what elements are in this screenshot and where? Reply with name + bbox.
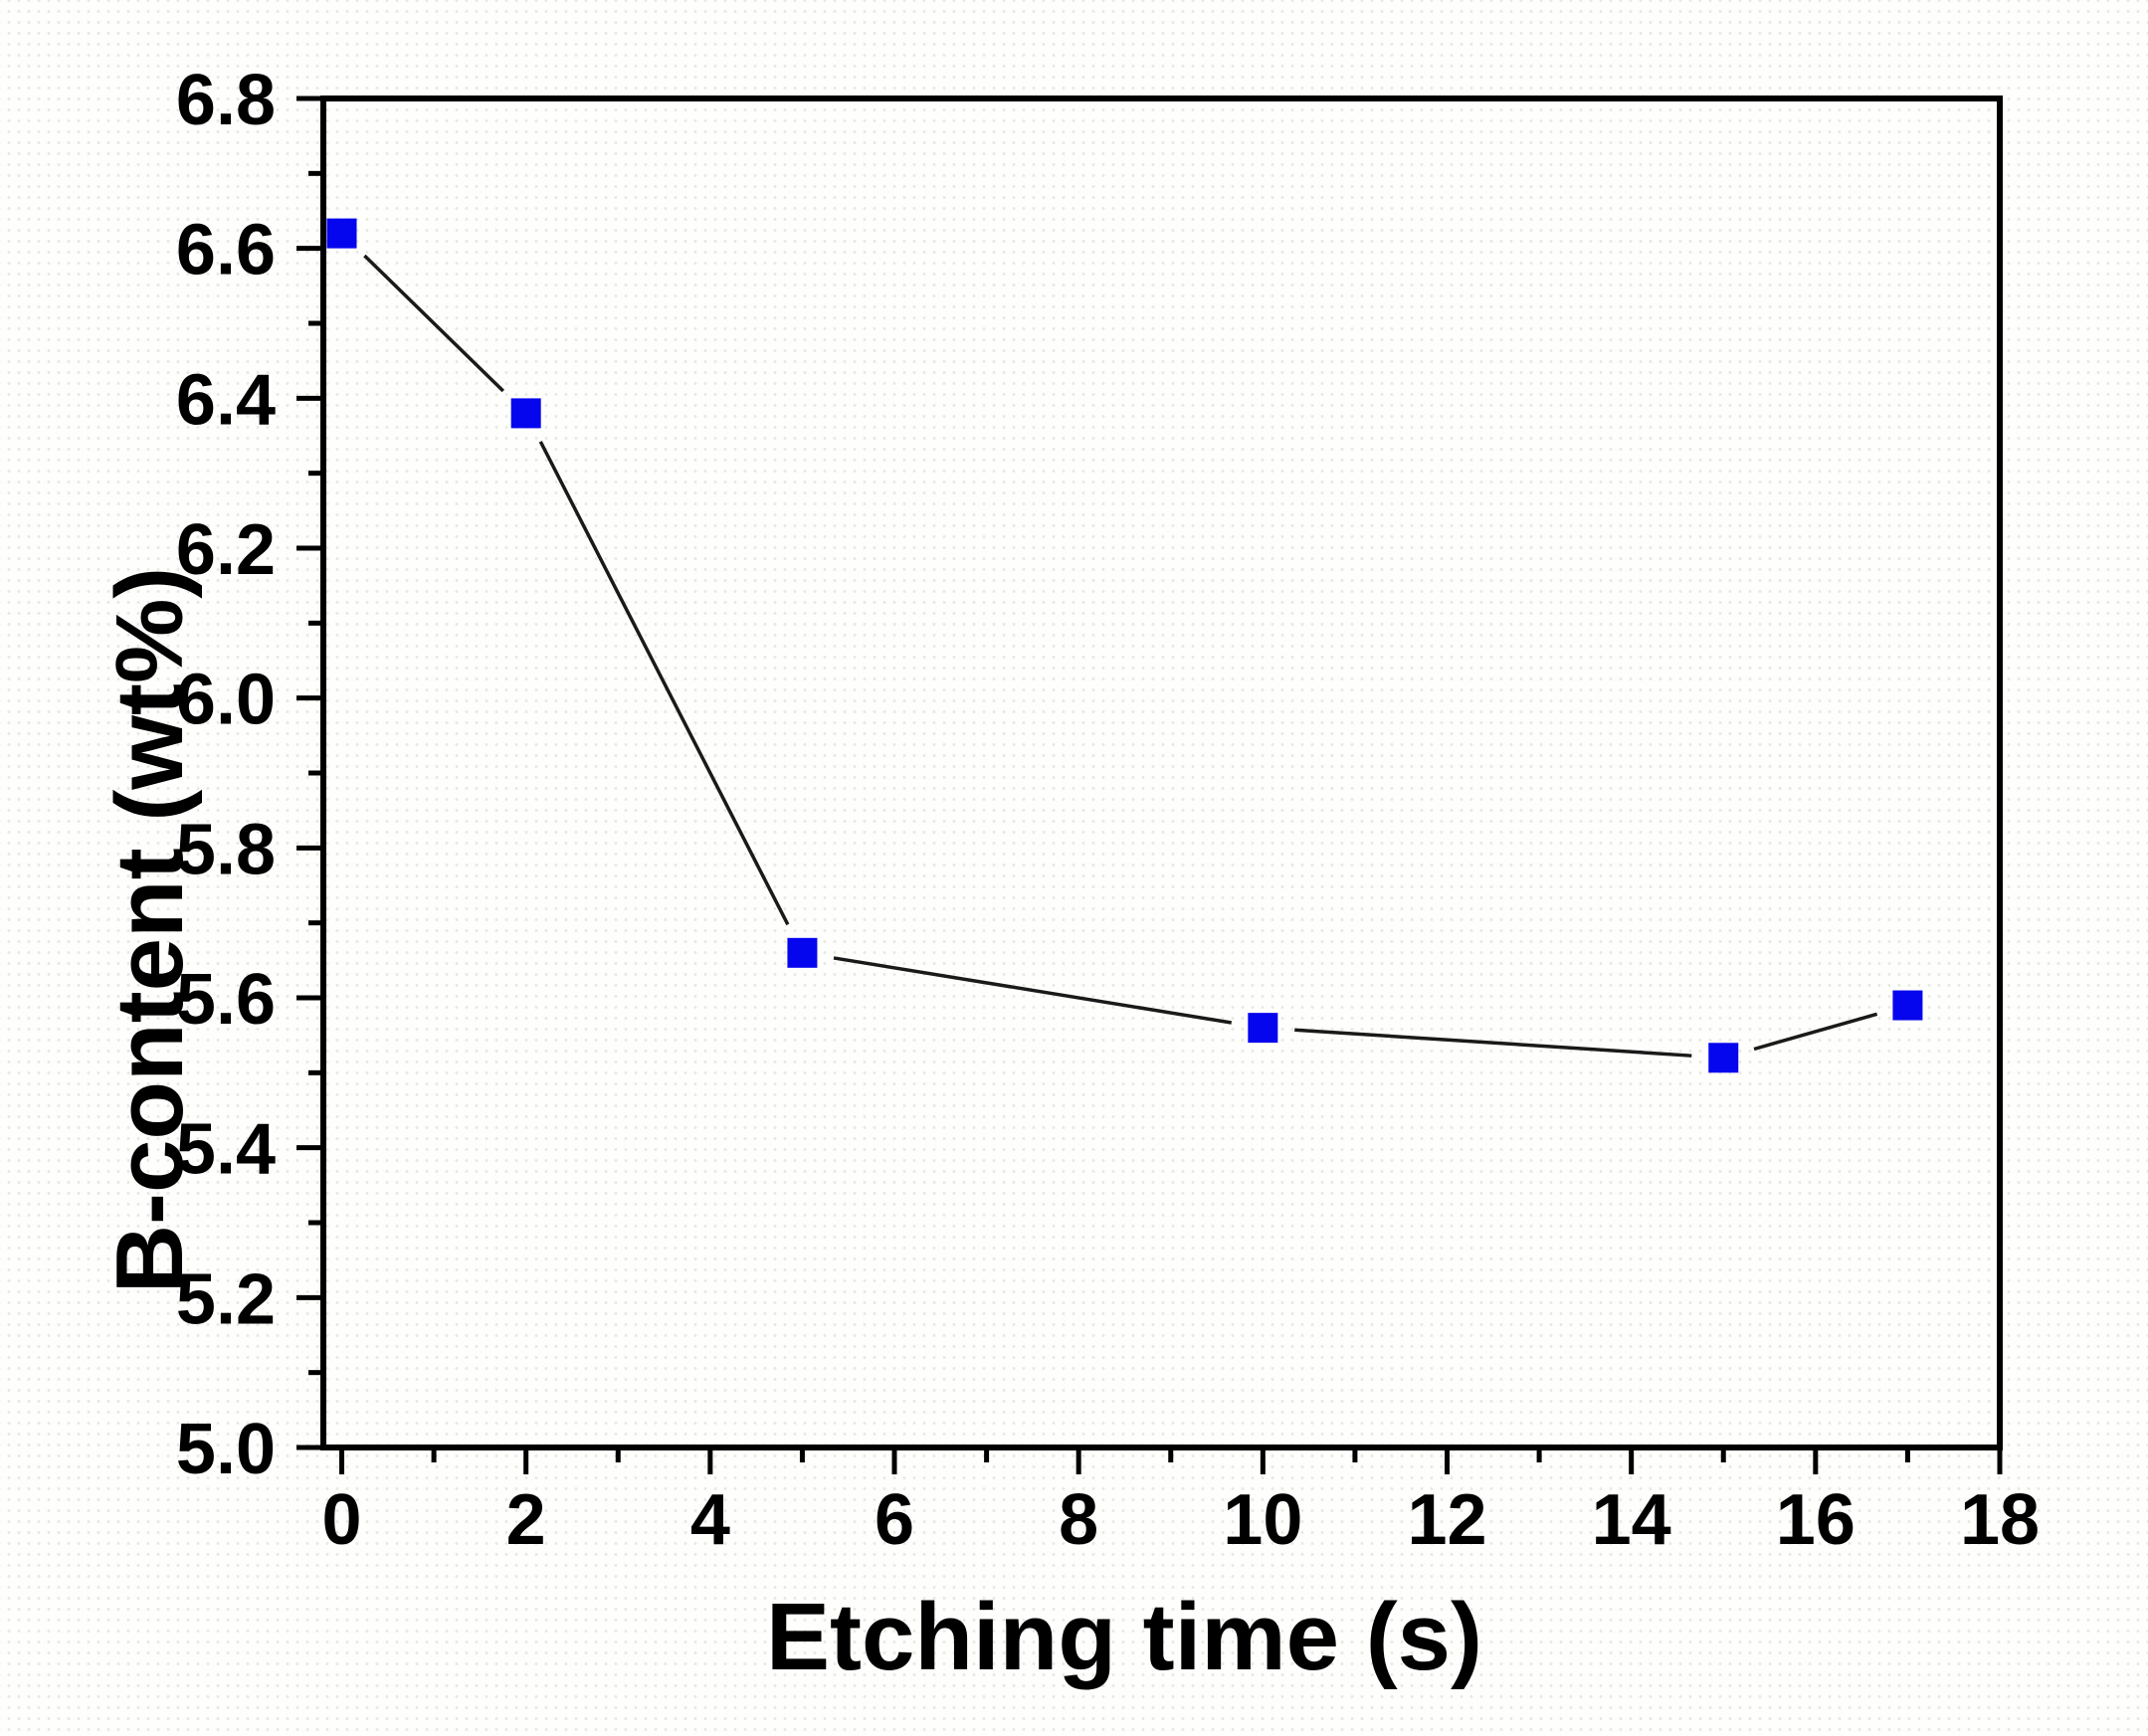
data-point-marker	[1708, 1043, 1739, 1073]
x-tick-label: 0	[321, 1480, 361, 1560]
y-tick-label: 6.2	[176, 510, 276, 590]
series-line-segment	[363, 254, 505, 393]
y-tick-label: 5.6	[176, 960, 276, 1040]
x-tick-label: 18	[1960, 1480, 2040, 1560]
x-tick-label: 6	[875, 1480, 914, 1560]
data-point-marker	[1248, 1013, 1278, 1044]
y-tick-label: 6.6	[176, 211, 276, 290]
x-tick-label: 12	[1407, 1480, 1486, 1560]
data-point-marker	[1892, 990, 1923, 1021]
x-tick-label: 4	[690, 1480, 730, 1560]
x-axis-title: Etching time (s)	[766, 1584, 1482, 1690]
plot-frame	[320, 96, 2003, 1450]
x-tick-label: 8	[1059, 1480, 1098, 1560]
y-axis-title: B-content (wt%)	[97, 567, 203, 1294]
y-tick-label: 5.2	[176, 1259, 276, 1339]
tick-labels-layer: 0 2 4 6 8 10 12 14 16 18 5.0 5.2 5.4 5.6 5.8 6.0 6.2 6.4 6…	[176, 61, 2040, 1560]
x-tick-label: 10	[1223, 1480, 1302, 1560]
x-tick-label: 14	[1592, 1480, 1671, 1560]
y-tick-label: 6.0	[176, 661, 276, 740]
series-line-segment	[538, 441, 790, 926]
series-layer	[326, 218, 1923, 1073]
y-tick-label: 5.4	[176, 1110, 276, 1190]
series-line-segment	[833, 956, 1233, 1025]
x-tick-label: 16	[1776, 1480, 1855, 1560]
data-point-marker	[326, 218, 357, 249]
y-tick-label: 6.4	[176, 360, 276, 440]
x-tick-label: 2	[506, 1480, 546, 1560]
data-point-marker	[787, 937, 818, 968]
series-line-segment	[1294, 1028, 1692, 1058]
y-tick-label: 6.8	[176, 61, 276, 140]
y-tick-label: 5.0	[176, 1410, 276, 1489]
data-point-marker	[510, 398, 541, 429]
y-tick-label: 5.8	[176, 810, 276, 889]
ticks-layer	[296, 96, 2003, 1474]
series-line-segment	[1753, 1012, 1878, 1052]
